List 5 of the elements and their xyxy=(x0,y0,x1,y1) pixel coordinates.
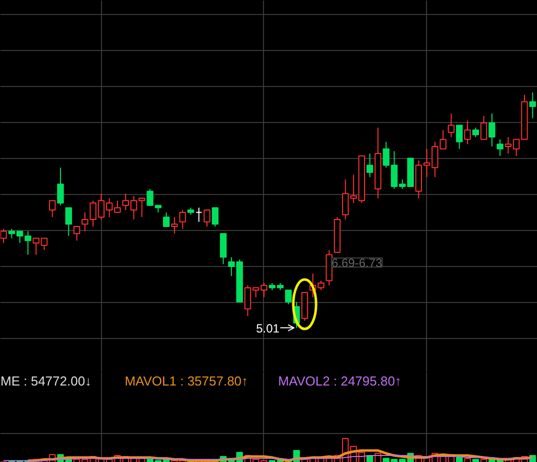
text: ME : 54772.00↓ xyxy=(0,373,92,388)
annotation: 5.01 xyxy=(256,321,280,336)
text: MAVOL1 : 35757.80↑ xyxy=(124,373,248,388)
text: MAVOL2 : 24795.80↑ xyxy=(278,373,402,388)
annotation: 6.69-6.73 xyxy=(332,256,383,270)
